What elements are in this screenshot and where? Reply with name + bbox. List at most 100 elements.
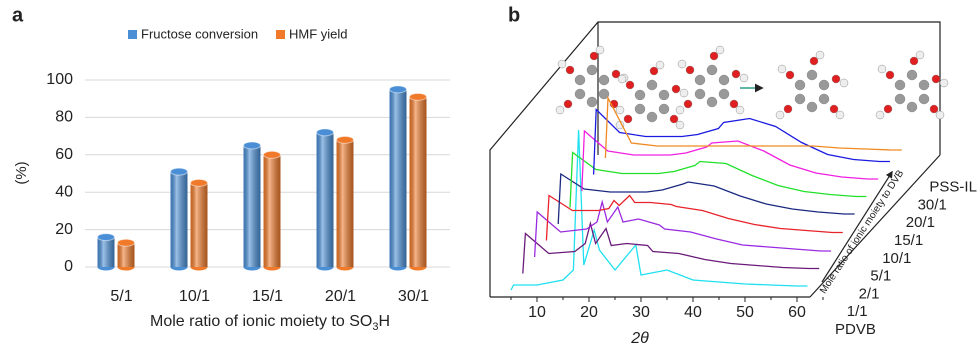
atom bbox=[776, 111, 784, 119]
atom bbox=[596, 46, 604, 54]
bar-shade bbox=[171, 172, 188, 267]
x-tick-label: 10 bbox=[528, 304, 546, 321]
series-label: 1/1 bbox=[847, 303, 868, 320]
xrd-line bbox=[582, 131, 878, 191]
atom bbox=[650, 67, 658, 75]
x-tick-label: 50 bbox=[736, 304, 754, 321]
atom bbox=[895, 80, 905, 90]
atom bbox=[778, 65, 786, 73]
atom bbox=[878, 65, 886, 73]
y-tick-label: 20 bbox=[55, 221, 73, 238]
series-label: PSS-IL bbox=[929, 179, 977, 196]
figure: a b (%) Mole ratio of ionic moiety to SO… bbox=[0, 0, 979, 349]
atom bbox=[647, 80, 657, 90]
y-axis-label: (%) bbox=[13, 161, 30, 184]
atom bbox=[624, 115, 632, 123]
atom bbox=[575, 75, 585, 85]
y-tick-label: 40 bbox=[55, 183, 73, 200]
bar-shade bbox=[191, 183, 208, 267]
series-label: 2/1 bbox=[859, 285, 880, 302]
atom bbox=[676, 106, 684, 114]
atom bbox=[730, 100, 738, 108]
atom bbox=[810, 57, 818, 65]
atom bbox=[659, 104, 669, 114]
series-label: PDVB bbox=[835, 321, 876, 338]
atom bbox=[558, 60, 566, 68]
x-tick-label: 40 bbox=[684, 304, 702, 321]
legend-swatch bbox=[128, 30, 137, 39]
bar-top bbox=[98, 234, 115, 241]
atom bbox=[635, 104, 645, 114]
atom bbox=[566, 66, 574, 74]
atom bbox=[695, 89, 705, 99]
atom bbox=[684, 100, 692, 108]
atom bbox=[678, 60, 686, 68]
x-tick-label: 15/1 bbox=[252, 288, 283, 305]
y-tick-label: 60 bbox=[55, 146, 73, 163]
x-axis-label: 2θ bbox=[630, 330, 649, 347]
atom bbox=[932, 75, 940, 83]
atom bbox=[907, 70, 917, 80]
atom bbox=[670, 115, 678, 123]
atom bbox=[836, 111, 844, 119]
atom bbox=[840, 79, 848, 87]
atom bbox=[575, 89, 585, 99]
atom bbox=[695, 75, 705, 85]
bar-shade bbox=[98, 237, 115, 267]
series-label: 5/1 bbox=[870, 268, 891, 285]
atom bbox=[686, 66, 694, 74]
bar-top bbox=[118, 239, 135, 246]
atom bbox=[626, 81, 634, 89]
atom bbox=[710, 52, 718, 60]
x-tick-label: 5/1 bbox=[110, 288, 132, 305]
atom bbox=[556, 106, 564, 114]
bar-top bbox=[244, 142, 261, 149]
series-label: 10/1 bbox=[882, 250, 911, 267]
atom bbox=[736, 106, 744, 114]
atom bbox=[587, 97, 597, 107]
bar-shade bbox=[264, 155, 281, 267]
atom bbox=[707, 65, 717, 75]
frame bbox=[490, 22, 940, 297]
atom bbox=[795, 94, 805, 104]
xrd-line bbox=[570, 153, 866, 208]
atom bbox=[656, 61, 664, 69]
atom bbox=[832, 75, 840, 83]
y-tick-label: 80 bbox=[55, 109, 73, 126]
atom bbox=[680, 89, 688, 97]
x-tick-label: 30 bbox=[632, 304, 650, 321]
atom bbox=[659, 90, 669, 100]
bar-shade bbox=[390, 89, 407, 267]
bar-shade bbox=[410, 97, 427, 267]
atom bbox=[786, 71, 794, 79]
y-tick-label: 0 bbox=[64, 258, 73, 275]
atom bbox=[672, 85, 680, 93]
atom bbox=[590, 52, 598, 60]
legend-swatch bbox=[276, 30, 285, 39]
atom bbox=[936, 111, 944, 119]
legend-label: HMF yield bbox=[289, 26, 348, 41]
bar-top bbox=[390, 86, 407, 93]
atom bbox=[930, 105, 938, 113]
panel-label: b bbox=[508, 4, 520, 26]
bar-top bbox=[410, 93, 427, 100]
xrd-line bbox=[558, 174, 854, 224]
bar-shade bbox=[317, 132, 334, 267]
series-label: 15/1 bbox=[894, 232, 923, 249]
atom bbox=[676, 121, 684, 129]
legend-label: Fructose conversion bbox=[141, 26, 258, 41]
atom bbox=[940, 79, 948, 87]
atom bbox=[886, 71, 894, 79]
atom bbox=[876, 111, 884, 119]
x-tick-label: 10/1 bbox=[179, 288, 210, 305]
atom bbox=[830, 105, 838, 113]
atom bbox=[732, 70, 740, 78]
atom bbox=[807, 70, 817, 80]
x-axis-label: Mole ratio of ionic moiety to SO3H bbox=[150, 313, 390, 333]
atom bbox=[816, 51, 824, 59]
atom bbox=[616, 106, 624, 114]
x-tick-label: 60 bbox=[788, 304, 806, 321]
atom bbox=[719, 75, 729, 85]
atom bbox=[599, 75, 609, 85]
x-tick-label: 20/1 bbox=[325, 288, 356, 305]
